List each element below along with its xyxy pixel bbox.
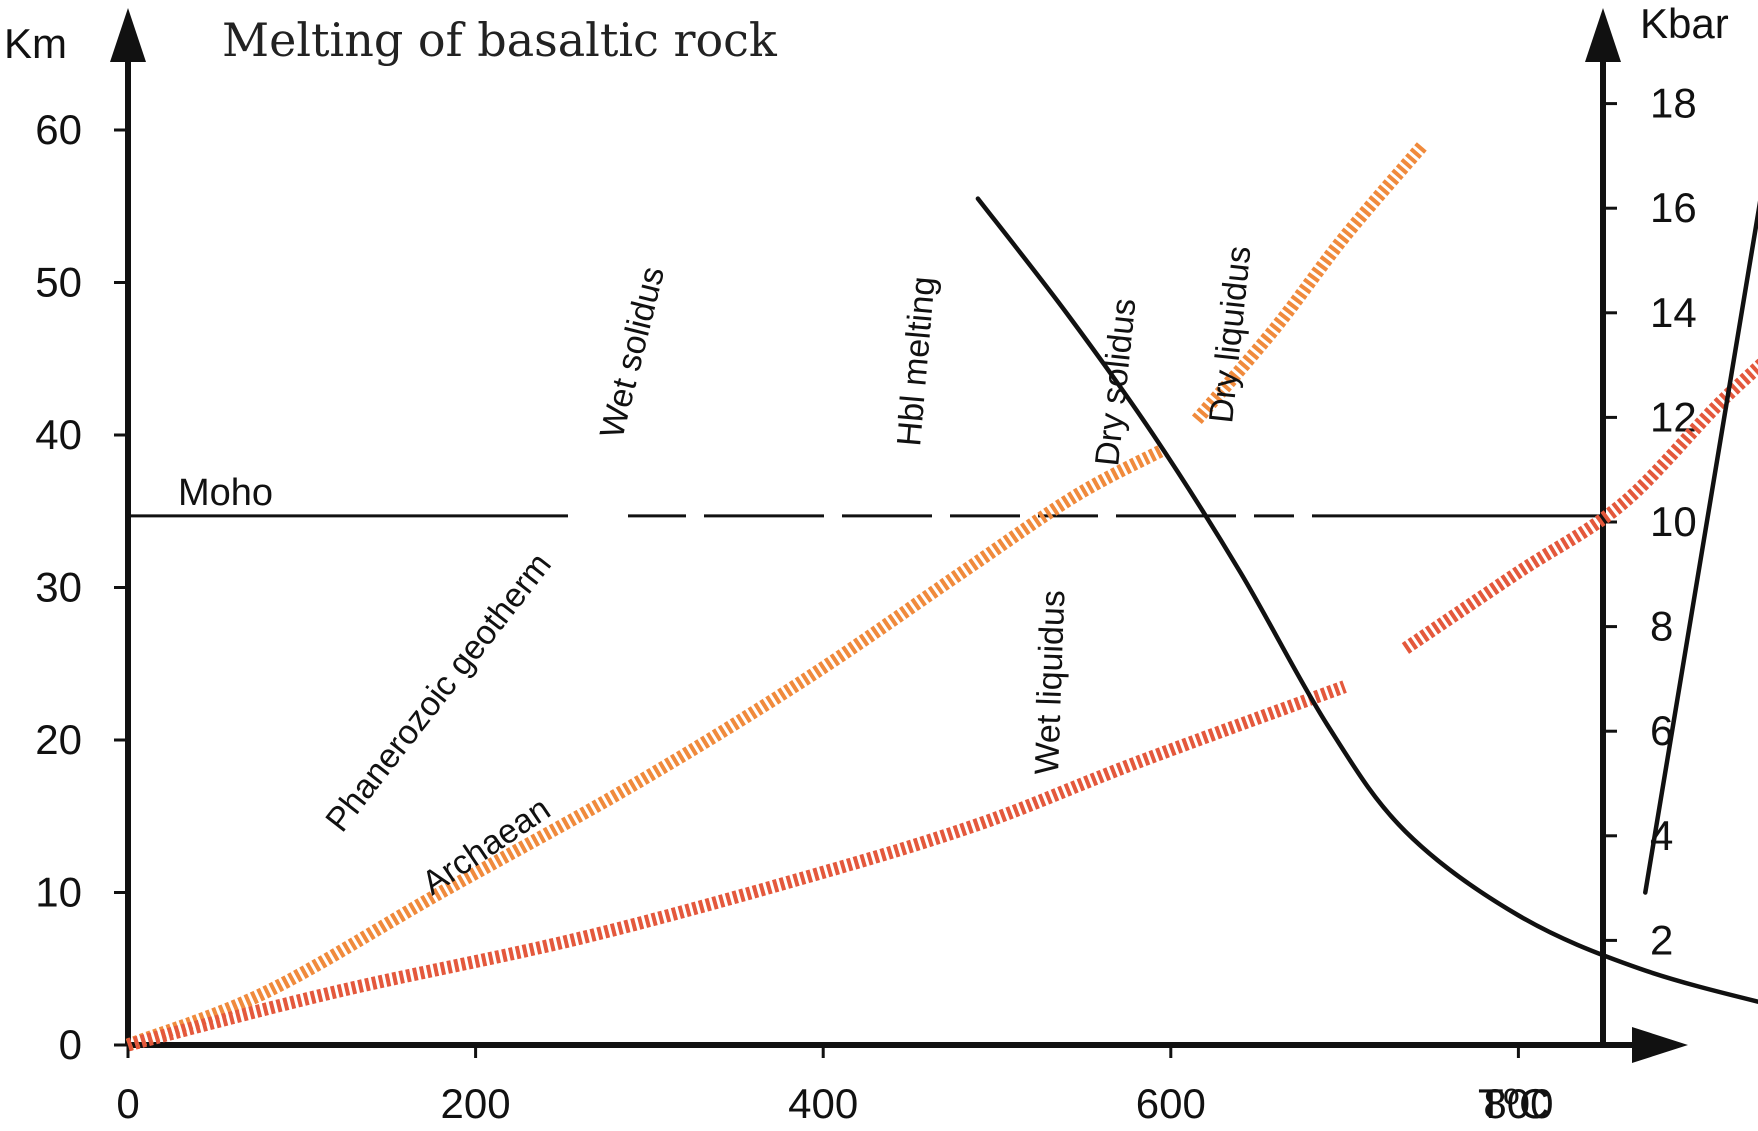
y-left-tick-label: 60 (35, 106, 82, 153)
y-right-tick-label: 6 (1650, 707, 1673, 754)
y-left-tick-label: 50 (35, 259, 82, 306)
x-axis-arrow (1632, 1027, 1688, 1063)
geotherm-phanerozoic-line (125, 444, 1166, 1052)
y-right-tick-label: 18 (1650, 80, 1697, 127)
archaean-label: Archaean (415, 790, 557, 903)
x-tick-label: 600 (1136, 1080, 1206, 1127)
hbl-melting-label: Hbl melting (890, 275, 943, 448)
y-left-tick-label: 30 (35, 564, 82, 611)
wet-liquidus-label: Wet liquidus (1028, 589, 1072, 775)
phanerozoic-geotherm-label: Phanerozoic geotherm (318, 546, 559, 839)
y-left-tick-label: 40 (35, 411, 82, 458)
chart-title: Melting of basaltic rock (222, 13, 778, 67)
geotherm-archaean-line (1401, 358, 1758, 654)
ticks: 0200400600800100012001400010203040506024… (35, 80, 1697, 1127)
y-axis-right-label: Kbar (1640, 0, 1729, 47)
y-right-tick-label: 14 (1650, 289, 1697, 336)
moho: Moho (128, 472, 1603, 518)
melting-curves (975, 196, 1758, 1004)
axes: Km Kbar TºC (4, 0, 1729, 1127)
geotherm-phanerozoic-line (1191, 141, 1428, 424)
y-axis-left-label: Km (4, 20, 67, 67)
moho-label: Moho (178, 472, 273, 514)
wet-solidus-label: Wet solidus (593, 263, 672, 442)
geotherms (125, 141, 1758, 1052)
y-right-tick-label: 8 (1650, 603, 1673, 650)
x-axis-label: TºC (1478, 1080, 1549, 1127)
y-right-tick-label: 16 (1650, 184, 1697, 231)
y-right-tick-label: 2 (1650, 916, 1673, 963)
x-tick-label: 800 (1483, 1080, 1553, 1127)
left-axis-arrow (110, 8, 146, 62)
wet-solidus-curve (975, 196, 1758, 1004)
dry-liquidus-label: Dry liquidus (1202, 244, 1258, 425)
x-tick-label: 200 (441, 1080, 511, 1127)
hbl-melting-curve (1643, 200, 1758, 895)
dry-solidus-label: Dry solidus (1088, 297, 1143, 468)
y-left-tick-label: 10 (35, 869, 82, 916)
y-left-tick-label: 20 (35, 716, 82, 763)
y-right-tick-label: 10 (1650, 498, 1697, 545)
right-axis-arrow (1585, 8, 1621, 62)
curve-labels: Wet solidus Hbl melting Wet liquidus Dry… (318, 244, 1258, 902)
x-tick-label: 400 (788, 1080, 858, 1127)
x-tick-label: 0 (116, 1080, 139, 1127)
y-left-tick-label: 0 (59, 1021, 82, 1068)
geotherm-archaean-line (126, 680, 1347, 1052)
